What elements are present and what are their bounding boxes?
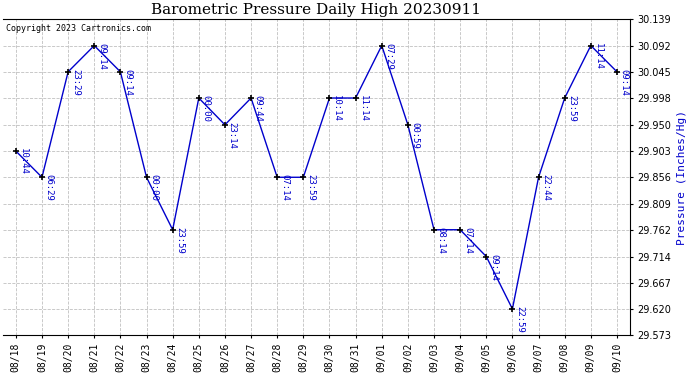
Text: 22:44: 22:44 xyxy=(542,174,551,201)
Title: Barometric Pressure Daily High 20230911: Barometric Pressure Daily High 20230911 xyxy=(151,3,482,17)
Text: 23:14: 23:14 xyxy=(228,122,237,149)
Text: 11:14: 11:14 xyxy=(593,43,602,70)
Text: 22:59: 22:59 xyxy=(515,306,524,333)
Text: 07:29: 07:29 xyxy=(384,43,393,70)
Y-axis label: Pressure (Inches/Hg): Pressure (Inches/Hg) xyxy=(677,110,687,245)
Text: 23:29: 23:29 xyxy=(71,69,80,96)
Text: 09:14: 09:14 xyxy=(620,69,629,96)
Text: 00:00: 00:00 xyxy=(201,95,210,122)
Text: 10:14: 10:14 xyxy=(333,95,342,122)
Text: 10:44: 10:44 xyxy=(19,148,28,175)
Text: 06:29: 06:29 xyxy=(45,174,54,201)
Text: Copyright 2023 Cartronics.com: Copyright 2023 Cartronics.com xyxy=(6,24,151,33)
Text: 09:44: 09:44 xyxy=(254,95,263,122)
Text: 00:59: 00:59 xyxy=(411,122,420,149)
Text: 07:14: 07:14 xyxy=(280,174,289,201)
Text: 07:14: 07:14 xyxy=(463,227,472,254)
Text: 09:14: 09:14 xyxy=(97,43,106,70)
Text: 08:14: 08:14 xyxy=(437,227,446,254)
Text: 23:59: 23:59 xyxy=(175,227,184,254)
Text: 23:59: 23:59 xyxy=(306,174,315,201)
Text: 23:59: 23:59 xyxy=(567,95,576,122)
Text: 00:00: 00:00 xyxy=(149,174,158,201)
Text: 11:14: 11:14 xyxy=(358,95,367,122)
Text: 09:14: 09:14 xyxy=(123,69,132,96)
Text: 09:14: 09:14 xyxy=(489,254,498,280)
